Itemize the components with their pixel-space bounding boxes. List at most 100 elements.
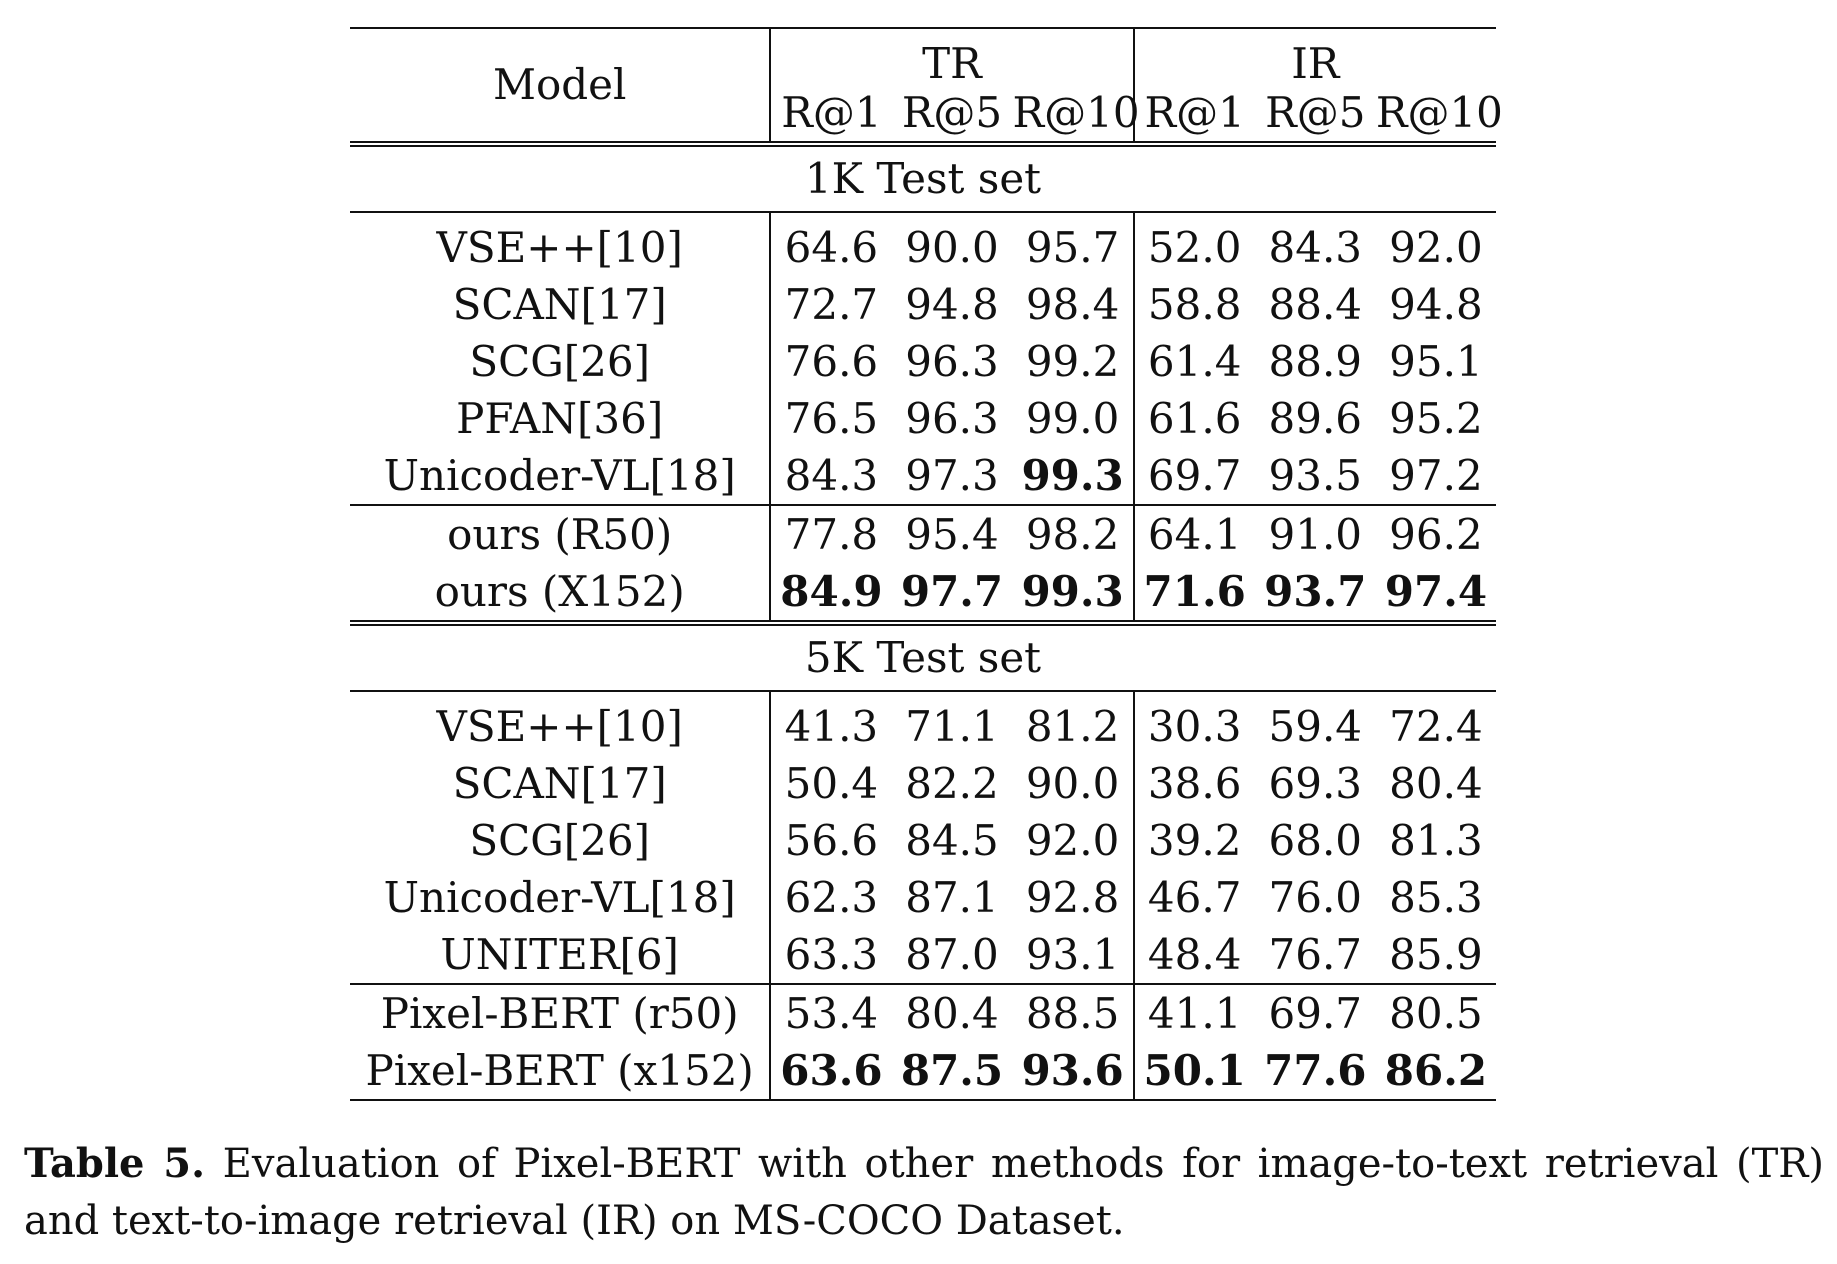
metric-value-cell: 38.6	[1147, 758, 1242, 808]
section-header-row: 5K Test set	[350, 623, 1496, 692]
metric-value-cell: 92.0	[1012, 812, 1135, 869]
metric-value-cell: 88.9	[1268, 336, 1363, 386]
metric-value-cell: 69.3	[1268, 758, 1363, 808]
table-row: ours (X152) 84.9 97.7 99.3 71.6 93.7 97.4	[350, 563, 1496, 626]
metric-value-cell: 63.6	[770, 1042, 892, 1101]
metric-value-cell: 97.3	[905, 450, 999, 500]
metric-value-cell: 86.2	[1375, 1042, 1496, 1101]
table-row: ours (R50) 77.8 95.4 98.2 64.1 91.0 96.2	[350, 504, 1496, 563]
model-name-cell: SCAN[17]	[350, 755, 772, 812]
metric-value-cell: 95.7	[1012, 212, 1135, 276]
metric-value-cell: 88.5	[1012, 983, 1135, 1042]
metric-value-cell: 85.3	[1389, 872, 1483, 922]
model-name-cell: ours (X152)	[350, 563, 772, 626]
metric-value-cell: 84.5	[905, 815, 999, 865]
table-row: Pixel-BERT (r50) 53.4 80.4 88.5 41.1 69.7 80.5	[350, 983, 1496, 1042]
model-name-cell: SCG[26]	[350, 333, 772, 390]
table-row: Unicoder-VL[18] 62.3 87.1 92.8 46.7 76.0 85.3	[350, 869, 1496, 926]
section-header-row: 1K Test set	[350, 144, 1496, 213]
metric-value-cell: 99.0	[1012, 390, 1135, 447]
table-row: UNITER[6] 63.3 87.0 93.1 48.4 76.7 85.9	[350, 926, 1496, 984]
metric-value-cell: 84.3	[784, 450, 879, 500]
metric-header: R@10	[1375, 85, 1503, 147]
metric-value-cell: 68.0	[1268, 815, 1363, 865]
metric-value-cell: 80.5	[1375, 983, 1496, 1042]
model-name-cell: VSE++[10]	[350, 691, 772, 755]
metric-value-cell: 46.7	[1147, 872, 1242, 922]
model-name-cell: VSE++[10]	[350, 212, 772, 276]
metric-value-cell: 85.9	[1389, 929, 1483, 979]
model-column-header: Model	[350, 27, 772, 147]
metric-value-cell: 95.4	[891, 504, 1013, 563]
metric-value-cell: 61.4	[1147, 336, 1242, 386]
model-name-cell: Pixel-BERT (x152)	[350, 1042, 772, 1101]
metric-header: R@5	[1254, 85, 1376, 147]
metric-value-cell: 93.7	[1254, 563, 1376, 626]
metric-value-cell: 99.2	[1012, 333, 1135, 390]
metric-value-cell: 52.0	[1147, 222, 1242, 272]
metric-value-cell: 94.8	[905, 279, 999, 329]
metric-value-cell: 30.3	[1147, 701, 1242, 751]
metric-value-cell: 99.3	[1012, 447, 1135, 505]
metric-value-cell: 56.6	[784, 815, 879, 865]
metric-value-cell: 93.1	[1012, 926, 1135, 984]
metric-value-cell: 69.7	[1254, 983, 1376, 1042]
caption-label: Table 5.	[24, 1140, 206, 1187]
table-row: Pixel-BERT (x152) 63.6 87.5 93.6 50.1 77.6 86.…	[350, 1042, 1496, 1101]
metric-value-cell: 48.4	[1147, 929, 1242, 979]
metric-value-cell: 97.4	[1375, 563, 1496, 626]
metric-value-cell: 94.8	[1389, 279, 1483, 329]
metric-value-cell: 63.3	[784, 929, 879, 979]
metric-value-cell: 98.2	[1012, 504, 1135, 563]
metric-value-cell: 50.4	[784, 758, 879, 808]
metric-value-cell: 61.6	[1147, 393, 1242, 443]
metric-value-cell: 69.7	[1147, 450, 1242, 500]
metric-header: R@5	[891, 85, 1013, 147]
metric-value-cell: 82.2	[905, 758, 999, 808]
metric-value-cell: 98.4	[1012, 276, 1135, 333]
metric-value-cell: 97.2	[1389, 450, 1483, 500]
metric-value-cell: 88.4	[1268, 279, 1363, 329]
metric-value-cell: 77.8	[770, 504, 892, 563]
metric-value-cell: 93.5	[1268, 450, 1363, 500]
metric-value-cell: 71.6	[1133, 563, 1255, 626]
metric-value-cell: 90.0	[905, 222, 999, 272]
metric-value-cell: 84.3	[1268, 222, 1363, 272]
metric-value-cell: 95.2	[1389, 393, 1483, 443]
model-name-cell: SCAN[17]	[350, 276, 772, 333]
metric-value-cell: 58.8	[1147, 279, 1242, 329]
metric-value-cell: 80.4	[891, 983, 1013, 1042]
table-row: SCAN[17] 72.7 94.8 98.4 58.8 88.4 94.8	[350, 276, 1496, 333]
metric-value-cell: 80.4	[1389, 758, 1483, 808]
table-caption: Table 5. Evaluation of Pixel-BERT with o…	[24, 1135, 1824, 1250]
metric-value-cell: 87.1	[905, 872, 999, 922]
model-name-cell: Pixel-BERT (r50)	[350, 983, 772, 1042]
metric-value-cell: 50.1	[1133, 1042, 1255, 1101]
metric-value-cell: 97.7	[891, 563, 1013, 626]
model-name-cell: Unicoder-VL[18]	[350, 447, 772, 505]
header-metric-row: R@1 R@5 R@10 R@1 R@5 R@10	[350, 85, 1503, 147]
tr-group-header: TR	[770, 27, 1135, 85]
table-row: SCG[26] 56.6 84.5 92.0 39.2 68.0 81.3	[350, 812, 1496, 869]
metric-value-cell: 72.4	[1389, 701, 1483, 751]
metric-value-cell: 92.0	[1389, 222, 1483, 272]
table-row: VSE++[10] 41.3 71.1 81.2 30.3 59.4 72.4	[350, 691, 1496, 755]
model-name-cell: SCG[26]	[350, 812, 772, 869]
model-name-cell: Unicoder-VL[18]	[350, 869, 772, 926]
table-body: 1K Test set VSE++[10] 64.6 90.0 95.7 52.0 84.3…	[350, 144, 1496, 1101]
table-row: SCG[26] 76.6 96.3 99.2 61.4 88.9 95.1	[350, 333, 1496, 390]
model-name-cell: ours (R50)	[350, 504, 772, 563]
metric-header: R@1	[770, 85, 892, 147]
model-name-cell: PFAN[36]	[350, 390, 772, 447]
metric-value-cell: 77.6	[1254, 1042, 1376, 1101]
metric-value-cell: 76.0	[1268, 872, 1363, 922]
metric-header: R@1	[1133, 85, 1255, 147]
metric-header: R@10	[1012, 85, 1140, 147]
metric-value-cell: 96.3	[905, 393, 999, 443]
model-name-cell: UNITER[6]	[350, 926, 772, 984]
table-row: Unicoder-VL[18] 84.3 97.3 99.3 69.7 93.5 97.2	[350, 447, 1496, 505]
metric-value-cell: 93.6	[1012, 1042, 1135, 1101]
metric-value-cell: 39.2	[1147, 815, 1242, 865]
metric-value-cell: 76.7	[1268, 929, 1363, 979]
metric-value-cell: 62.3	[784, 872, 879, 922]
